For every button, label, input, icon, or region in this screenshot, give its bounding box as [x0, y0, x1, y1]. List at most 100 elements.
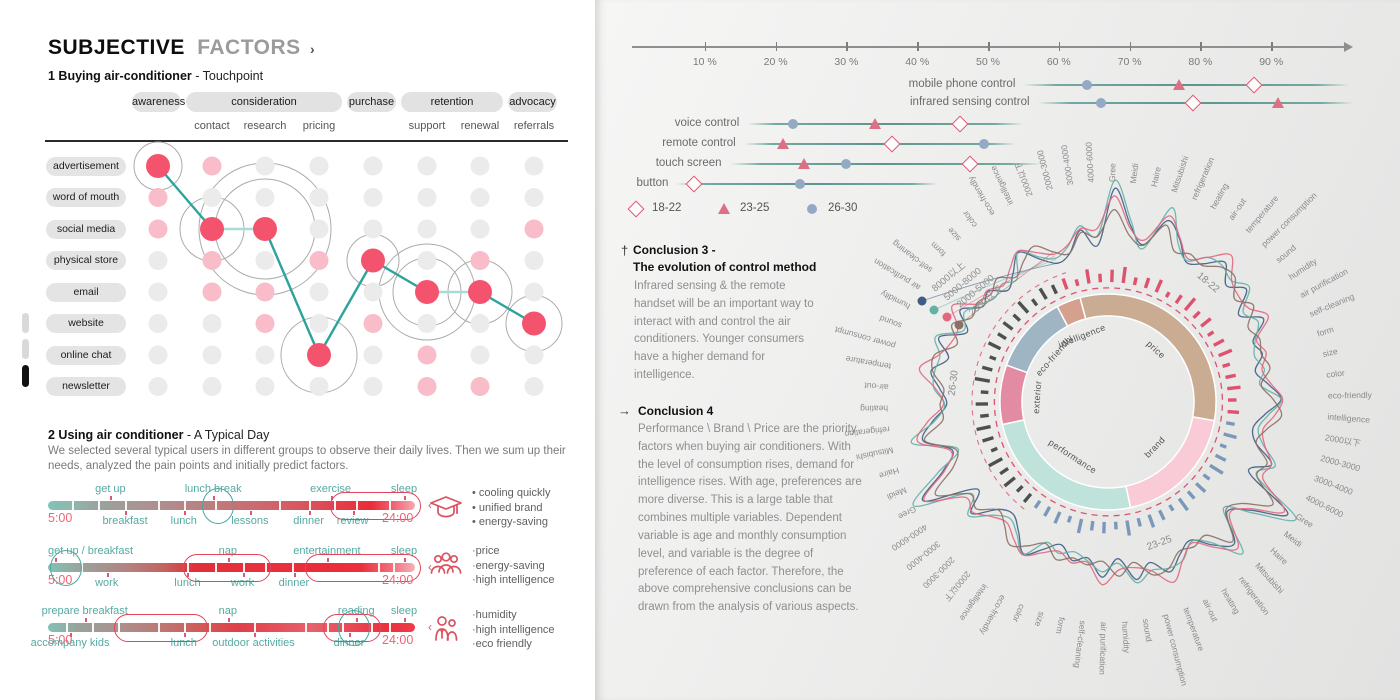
matrix-dot — [470, 345, 490, 365]
axis-tick-label: 10 % — [692, 56, 717, 68]
channel-pill-word-of-mouth: word of mouth — [46, 188, 126, 207]
spoke-label: form — [1316, 324, 1335, 339]
age-section-tick — [1017, 300, 1030, 314]
axis-tick-label: 70 % — [1117, 56, 1142, 68]
timeline-tick — [106, 572, 109, 577]
substage-contact: contact — [194, 120, 230, 132]
age-section-tick — [974, 376, 991, 383]
age-section-tick — [1012, 313, 1022, 322]
age-section-tick — [1200, 317, 1212, 328]
spoke-label: 4000-6000 — [890, 522, 930, 553]
age-section-tick — [1227, 409, 1240, 415]
age-section-tick — [1222, 362, 1231, 368]
people-icon-stroke — [449, 555, 459, 563]
timeline-tick — [308, 510, 311, 515]
spoke-label: Gree — [1107, 163, 1118, 182]
matrix-dot — [309, 314, 329, 333]
journey-path-segment — [263, 228, 321, 356]
preference-radial-chart: pricebrandperformanceexterioreco-friendl… — [835, 141, 1373, 687]
timeline-segment-gap — [392, 562, 395, 572]
page-title: SUBJECTIVE FACTORS › — [48, 36, 315, 60]
timeline-segment-gap — [389, 622, 392, 632]
spoke-label: heating — [1208, 181, 1230, 210]
timeline-group-chevron-icon: ‹ — [428, 498, 432, 512]
people-icon-stroke — [438, 564, 454, 573]
people-icon-stroke — [430, 565, 446, 574]
spoke-label: refrigeration — [1189, 155, 1216, 201]
legend-marker-23-25 — [718, 202, 730, 214]
timeline-focus-circle — [201, 488, 234, 524]
timeline-activity-label: dinner — [278, 577, 310, 589]
axis-tick-label: 20 % — [763, 56, 788, 68]
active-touchpoint-dot — [200, 217, 224, 241]
section2-heading: 2 Using air conditioner - A Typical Day — [48, 428, 269, 442]
active-touchpoint-dot — [468, 280, 492, 304]
series-line-8000以上 — [921, 187, 1289, 581]
axis-tick — [917, 42, 919, 51]
timeline-tick — [227, 617, 230, 622]
page-indicator-2[interactable] — [22, 339, 29, 359]
age-section-tick — [1212, 338, 1225, 347]
timeline-activity-label: lunch — [170, 637, 197, 649]
spoke-label: size — [945, 225, 963, 243]
timeline-activity-label: work — [230, 577, 255, 589]
age-section-tick — [1003, 476, 1016, 488]
matrix-dot — [417, 156, 437, 176]
spoke-label: temperature — [845, 354, 892, 372]
dotplot-marker-23-25 — [1173, 78, 1186, 90]
page-title-secondary: FACTORS — [197, 36, 301, 59]
page-indicator-1[interactable] — [22, 313, 29, 333]
journey-path-segment — [157, 165, 213, 230]
timeline-end-time: 24:00 — [382, 633, 414, 647]
age-section-tick — [1125, 520, 1132, 536]
spoke-label: color — [1011, 603, 1028, 624]
timeline-end-time: 24:00 — [382, 573, 414, 587]
age-section-tick — [1209, 463, 1224, 475]
timeline-segment-gap — [92, 622, 95, 632]
spoke-label: intelligence — [1327, 411, 1370, 424]
page-title-primary: SUBJECTIVE — [48, 36, 185, 59]
touchpoint-matrix-chart — [133, 141, 563, 396]
series-line-2000以下 — [923, 209, 1283, 577]
dotplot-marker-26-30 — [1082, 80, 1093, 90]
matrix-dot — [202, 282, 222, 302]
axis-tick — [1129, 42, 1132, 51]
age-section-tick — [982, 436, 994, 443]
age-section-tick — [987, 341, 1002, 351]
timeline-segment-gap — [125, 500, 128, 510]
section2-description: We selected several typical users in dif… — [48, 445, 566, 473]
timeline-activity-label: accompany kids — [30, 637, 110, 649]
page-indicator-3[interactable] — [22, 365, 29, 387]
timeline-segment-gap — [209, 622, 212, 632]
timeline-activity-label: lunch — [170, 515, 197, 527]
matrix-dot — [255, 282, 275, 302]
spoke-label: air-out — [1226, 196, 1248, 222]
timeline-start-time: 5:00 — [48, 633, 73, 647]
matrix-dot — [363, 282, 383, 302]
legend-label-18-22: 18-22 — [652, 202, 682, 214]
spoke-label: humidity — [878, 288, 911, 311]
timeline-segment-gap — [304, 622, 307, 632]
graduation-cap-icon — [430, 496, 462, 518]
dotplot-row-label-touch-screen: touch screen — [655, 157, 722, 169]
age-section-tick — [1066, 515, 1073, 523]
age-section-tick — [1219, 443, 1227, 449]
timeline-activity-label: get up — [95, 483, 126, 495]
dotplot-marker-23-25 — [868, 117, 881, 129]
matrix-dot — [470, 314, 490, 333]
conclusion3-title-line1: Conclusion 3 - — [633, 243, 716, 257]
timeline-tick — [125, 510, 128, 515]
spoke-label: heating — [860, 403, 888, 413]
age-section-tick — [1136, 517, 1142, 527]
spoke-label: Gree — [896, 504, 918, 522]
dotplot-row-line — [729, 163, 1042, 166]
spoke-label: intelligence — [988, 164, 1015, 207]
axis-tick — [1058, 42, 1061, 51]
timeline-tick — [227, 557, 230, 562]
dotplot-marker-26-30 — [795, 179, 806, 189]
age-section-tick — [1225, 421, 1235, 426]
matrix-dot — [524, 345, 544, 365]
spoke-label: Mitsubishi — [855, 445, 894, 463]
age-section-tick — [1038, 287, 1048, 300]
